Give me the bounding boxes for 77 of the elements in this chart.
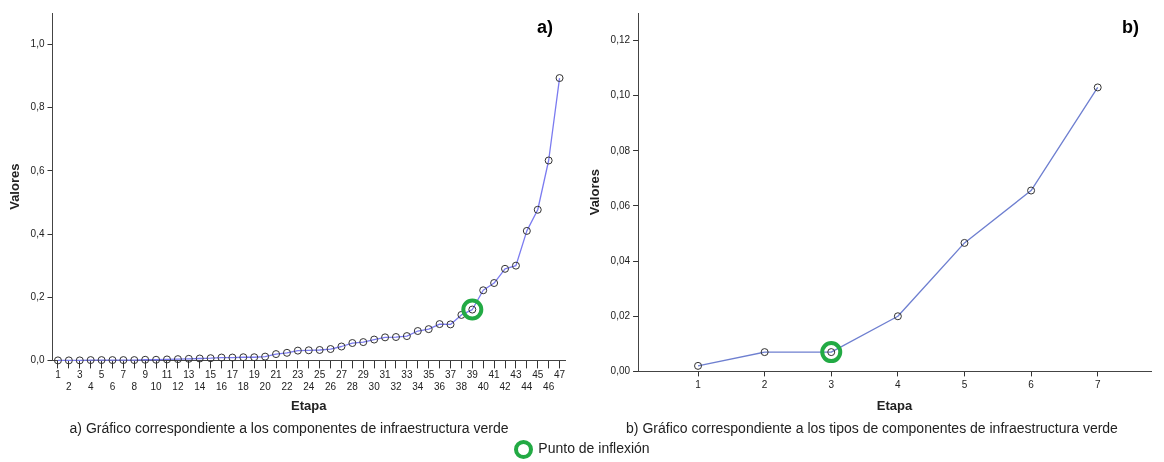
x-tick-label: 4	[87, 381, 94, 393]
x-tick-label: 1	[55, 369, 62, 381]
y-tick-label: 0,2	[30, 290, 45, 302]
x-tick-label: 23	[292, 369, 304, 381]
x-tick-label: 26	[325, 381, 337, 393]
x-tick-label: 20	[259, 381, 272, 393]
x-tick-label: 42	[499, 381, 512, 393]
x-tick-label: 14	[194, 381, 206, 393]
y-tick-label: 0,6	[30, 164, 45, 176]
x-tick-label: 2	[761, 379, 768, 391]
y-axis-title: Valores	[587, 169, 603, 216]
x-tick-label: 7	[120, 369, 127, 381]
y-tick-label: 0,02	[610, 310, 631, 322]
text: a) Gráfico correspondiente a los componentes de infraestructura verde	[68, 420, 510, 436]
x-tick-label: 6	[1028, 379, 1035, 391]
y-tick-label: 0,04	[610, 254, 631, 266]
x-tick-label: 33	[401, 369, 413, 381]
y-tick-label: 1,0	[30, 38, 45, 50]
x-tick-label: 15	[205, 369, 217, 381]
x-tick-label: 24	[303, 381, 315, 393]
x-tick-label: 10	[150, 381, 163, 393]
x-tick-label: 5	[98, 369, 105, 381]
x-tick-label: 45	[532, 369, 544, 381]
x-tick-label: 8	[131, 381, 138, 393]
x-tick-label: 35	[423, 369, 435, 381]
x-tick-label: 19	[248, 369, 261, 381]
x-tick-label: 16	[215, 381, 228, 393]
x-tick-label: 39	[466, 369, 479, 381]
x-tick-label: 22	[281, 381, 293, 393]
x-tick-label: 40	[477, 381, 490, 393]
x-tick-label: 34	[412, 381, 424, 393]
x-tick-label: 41	[488, 369, 501, 381]
x-tick-label: 1	[695, 379, 702, 391]
x-tick-label: 47	[553, 369, 566, 381]
x-tick-label: 5	[961, 379, 968, 391]
x-tick-label: 6	[109, 381, 116, 393]
y-tick-label: 0,10	[610, 89, 631, 101]
x-tick-label: 3	[828, 379, 835, 391]
x-tick-label: 4	[895, 379, 902, 391]
x-tick-label: 44	[521, 381, 533, 393]
x-tick-label: 2	[66, 381, 73, 393]
x-tick-label: 11	[161, 369, 173, 381]
legend-label: Punto de inflexión	[537, 440, 650, 457]
x-tick-label: 25	[314, 369, 326, 381]
y-tick-label: 0,06	[610, 199, 631, 211]
x-tick-label: 18	[237, 381, 250, 393]
x-tick-label: 21	[270, 369, 283, 381]
x-tick-label: 37	[444, 369, 457, 381]
x-tick-label: 32	[390, 381, 402, 393]
x-tick-label: 31	[379, 369, 392, 381]
y-tick-label: 0,12	[610, 34, 631, 46]
x-tick-label: 36	[434, 381, 446, 393]
x-tick-label: 3	[76, 369, 83, 381]
y-axis-title: Valores	[7, 163, 23, 210]
x-axis-title: Etapa	[876, 397, 913, 413]
x-axis-title: Etapa	[291, 397, 328, 413]
x-tick-label: 30	[368, 381, 381, 393]
x-tick-label: 9	[142, 369, 149, 381]
y-tick-label: 0,4	[30, 227, 45, 239]
y-tick-label: 0,8	[30, 101, 45, 113]
y-tick-label: 0,08	[610, 144, 631, 156]
point	[820, 341, 843, 364]
x-tick-label: 17	[226, 369, 239, 381]
x-tick-label: 29	[357, 369, 370, 381]
x-tick-label: 13	[183, 369, 195, 381]
x-tick-label: 43	[510, 369, 522, 381]
x-tick-label: 28	[346, 381, 359, 393]
text: b) Gráfico correspondiente a los tipos de componentes de infraestructura verde	[625, 420, 1119, 436]
x-tick-label: 27	[335, 369, 348, 381]
y-tick-label: 0,0	[30, 354, 45, 366]
chart-title: a)	[536, 16, 553, 37]
x-tick-label: 46	[543, 381, 555, 393]
y-tick-label: 0,00	[610, 365, 631, 377]
x-tick-label: 7	[1094, 379, 1101, 391]
chart-title: b)	[1122, 16, 1139, 37]
x-tick-label: 12	[172, 381, 184, 393]
x-tick-label: 38	[455, 381, 468, 393]
